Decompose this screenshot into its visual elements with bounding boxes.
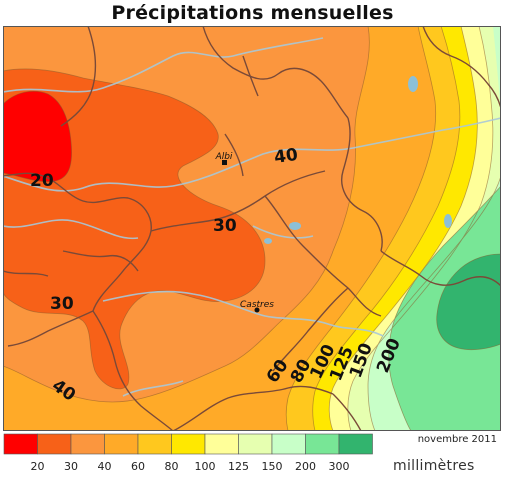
- legend-swatch: [171, 433, 206, 455]
- legend-threshold-label: 200: [295, 460, 316, 473]
- legend-threshold-label: 20: [31, 460, 45, 473]
- city-albi: Albi: [215, 152, 233, 165]
- precipitation-map: Albi Castres 20 30 30 40 40 60 80 100 12…: [3, 26, 501, 431]
- legend-swatch: [338, 433, 373, 455]
- color-legend: 20 30 40 60 80 100 125 150 200 300: [3, 433, 373, 473]
- legend-swatch: [238, 433, 273, 455]
- contour-label: 30: [213, 216, 237, 236]
- legend-threshold-label: 40: [98, 460, 112, 473]
- city-castres: Castres: [240, 300, 274, 313]
- contour-lines: [3, 26, 501, 431]
- map-frame: [3, 26, 501, 431]
- legend-threshold-label: 125: [228, 460, 249, 473]
- legend-swatch: [137, 433, 172, 455]
- contour-label: 20: [30, 171, 54, 191]
- legend-threshold-label: 80: [165, 460, 179, 473]
- legend-swatch: [104, 433, 139, 455]
- legend-swatch: [70, 433, 105, 455]
- zone-over-300: [436, 254, 501, 350]
- lakes: [264, 76, 452, 244]
- legend-threshold-label: 100: [195, 460, 216, 473]
- unit-label: millimètres: [393, 458, 475, 474]
- legend-swatch: [271, 433, 306, 455]
- legend-swatch: [305, 433, 340, 455]
- date-label: novembre 2011: [417, 434, 497, 445]
- borders: [3, 26, 501, 431]
- legend-swatch: [37, 433, 72, 455]
- legend-threshold-label: 30: [64, 460, 78, 473]
- legend-swatch: [3, 433, 38, 455]
- contour-label: 40: [273, 145, 299, 168]
- legend-threshold-label: 300: [329, 460, 350, 473]
- contour-label: 30: [50, 294, 74, 314]
- map-title: Précipitations mensuelles: [111, 2, 394, 24]
- rivers: [3, 37, 501, 397]
- legend-threshold-label: 150: [262, 460, 283, 473]
- city-label-albi: Albi: [215, 152, 233, 162]
- legend-threshold-label: 60: [131, 460, 145, 473]
- city-label-castres: Castres: [240, 300, 274, 310]
- legend-swatch: [204, 433, 239, 455]
- zone-under-20: [3, 91, 72, 182]
